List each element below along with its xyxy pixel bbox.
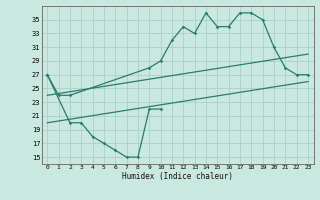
X-axis label: Humidex (Indice chaleur): Humidex (Indice chaleur) [122,172,233,181]
